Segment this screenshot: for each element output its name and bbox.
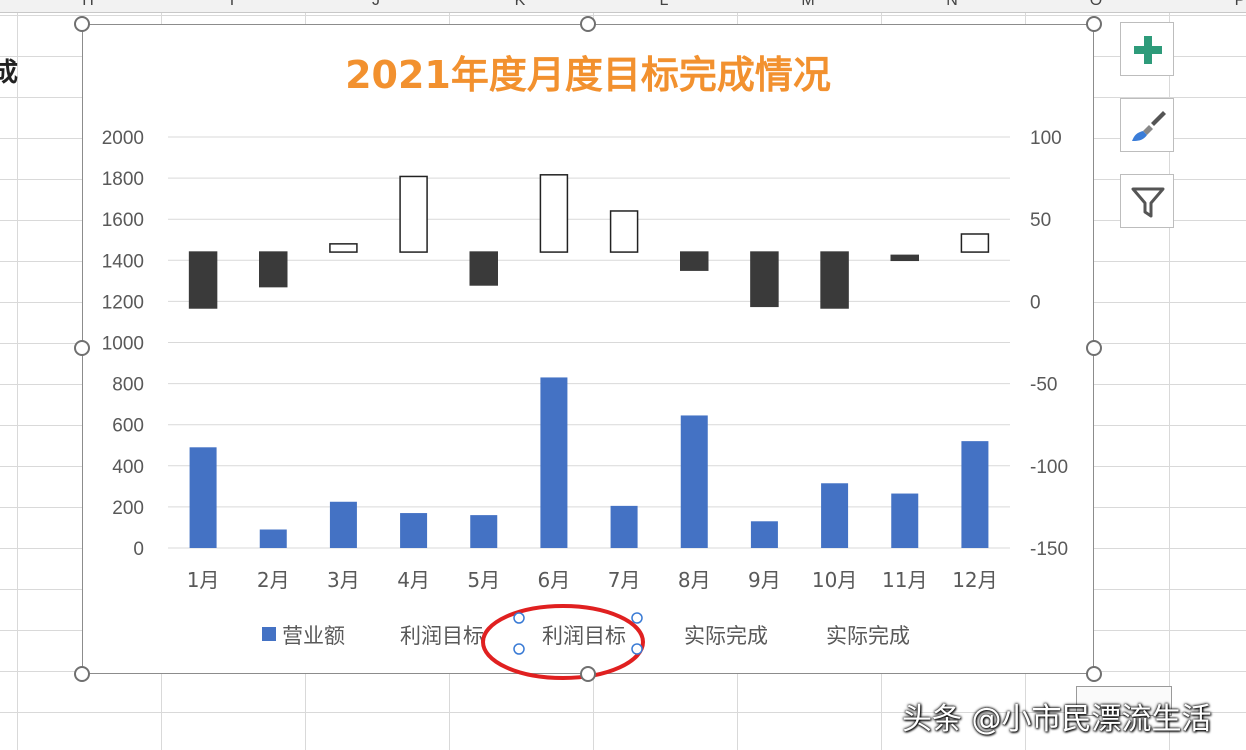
- chart-filters-button[interactable]: [1120, 174, 1174, 228]
- chart-elements-button[interactable]: [1120, 22, 1174, 76]
- revenue-bar[interactable]: [189, 447, 217, 548]
- floating-bar-up[interactable]: [329, 243, 358, 253]
- y-left-tick-label: 1400: [102, 251, 144, 272]
- y-left-tick-label: 1200: [102, 292, 144, 313]
- x-tick-label: 12月: [952, 568, 997, 592]
- revenue-bar[interactable]: [259, 529, 287, 548]
- y-right-tick-label: 50: [1030, 210, 1051, 231]
- chart-title[interactable]: 2021年度月度目标完成情况: [345, 53, 831, 97]
- column-header-n[interactable]: N: [946, 0, 958, 9]
- floating-bar-up[interactable]: [399, 175, 428, 253]
- floating-bar-down[interactable]: [890, 254, 919, 262]
- resize-handle-bottom-left[interactable]: [74, 666, 90, 682]
- revenue-bar[interactable]: [961, 441, 989, 548]
- resize-handle-top-left[interactable]: [74, 16, 90, 32]
- floating-bar-up[interactable]: [609, 210, 639, 253]
- selection-handle[interactable]: [631, 643, 643, 655]
- revenue-bar[interactable]: [821, 483, 849, 548]
- floating-bar-down[interactable]: [469, 251, 498, 286]
- legend-entry[interactable]: 营业额: [282, 624, 345, 648]
- x-tick-label: 10月: [812, 568, 857, 592]
- floating-bar-down[interactable]: [259, 251, 288, 288]
- plus-icon: [1134, 36, 1162, 64]
- column-header-l[interactable]: L: [659, 0, 669, 9]
- resize-handle-top-right[interactable]: [1086, 16, 1102, 32]
- column-header-h[interactable]: H: [82, 0, 94, 9]
- floating-button-fragment[interactable]: [1076, 686, 1172, 716]
- highlight-ellipse: [481, 604, 645, 680]
- x-tick-label: 7月: [608, 568, 641, 592]
- y-right-tick-label: -50: [1030, 375, 1057, 396]
- legend-entry[interactable]: 利润目标: [542, 624, 626, 648]
- y-left-tick-label: 1000: [102, 334, 144, 355]
- legend-entry[interactable]: 实际完成: [826, 624, 910, 648]
- y-left-tick-label: 200: [112, 498, 144, 519]
- y-left-tick-label: 600: [112, 416, 144, 437]
- floating-bar-up[interactable]: [539, 174, 569, 253]
- x-tick-label: 8月: [678, 568, 711, 592]
- x-tick-label: 2月: [257, 568, 290, 592]
- revenue-bar[interactable]: [750, 521, 778, 548]
- revenue-bar[interactable]: [680, 415, 708, 548]
- floating-bar-down[interactable]: [820, 251, 849, 309]
- legend-selection-handles: [513, 612, 643, 655]
- x-tick-label: 3月: [327, 568, 360, 592]
- y-left-tick-label: 2000: [102, 128, 144, 149]
- floating-bar-up[interactable]: [960, 233, 990, 253]
- chart-area[interactable]: [82, 24, 1094, 674]
- paintbrush-icon: [1132, 111, 1166, 141]
- resize-handle-right[interactable]: [1086, 340, 1102, 356]
- column-header-k[interactable]: K: [514, 0, 526, 9]
- revenue-bar[interactable]: [470, 515, 498, 548]
- cell-text-fragment: 成: [0, 58, 19, 88]
- column-header-j[interactable]: J: [372, 0, 380, 9]
- chart-styles-button[interactable]: [1120, 98, 1174, 152]
- y-left-tick-label: 1600: [102, 210, 144, 231]
- y-right-tick-label: -100: [1030, 457, 1068, 478]
- selection-handle[interactable]: [513, 643, 525, 655]
- resize-handle-bottom[interactable]: [580, 666, 596, 682]
- legend-entry[interactable]: 利润目标: [400, 624, 484, 648]
- resize-handle-left[interactable]: [74, 340, 90, 356]
- y-right-tick-label: -150: [1030, 539, 1068, 560]
- legend-swatch: [262, 627, 276, 641]
- resize-handle-top[interactable]: [580, 16, 596, 32]
- revenue-bar[interactable]: [329, 501, 357, 548]
- y-left-tick-label: 800: [112, 375, 144, 396]
- y-left-tick-label: 1800: [102, 169, 144, 190]
- watermark: 头条 @小市民漂流生活: [902, 702, 1212, 737]
- selection-handle[interactable]: [631, 612, 643, 624]
- x-tick-label: 4月: [397, 568, 430, 592]
- revenue-bar[interactable]: [540, 377, 568, 548]
- column-header-m[interactable]: M: [801, 0, 815, 9]
- floating-bar-down[interactable]: [188, 251, 218, 309]
- y-right-tick-label: 100: [1030, 128, 1062, 149]
- floating-bar-down[interactable]: [680, 251, 709, 271]
- revenue-bar[interactable]: [400, 513, 428, 548]
- funnel-icon: [1131, 187, 1165, 218]
- x-tick-label: 9月: [748, 568, 781, 592]
- column-header-i[interactable]: I: [229, 0, 235, 9]
- y-left-tick-label: 0: [133, 539, 144, 560]
- y-right-tick-label: 0: [1030, 292, 1041, 313]
- column-header-p[interactable]: P: [1234, 0, 1246, 9]
- y-left-tick-label: 400: [112, 457, 144, 478]
- x-tick-label: 11月: [882, 568, 927, 592]
- legend-entry[interactable]: 实际完成: [684, 624, 768, 648]
- floating-bar-down[interactable]: [750, 251, 779, 308]
- revenue-bar[interactable]: [891, 493, 919, 548]
- selection-handle[interactable]: [513, 612, 525, 624]
- column-header-o[interactable]: O: [1089, 0, 1103, 9]
- x-tick-label: 1月: [187, 568, 220, 592]
- column-header-row: H I J K L M N O P: [0, 0, 1246, 13]
- resize-handle-bottom-right[interactable]: [1086, 666, 1102, 682]
- x-tick-label: 5月: [467, 568, 500, 592]
- x-tick-label: 6月: [538, 568, 571, 592]
- revenue-bar[interactable]: [610, 505, 638, 548]
